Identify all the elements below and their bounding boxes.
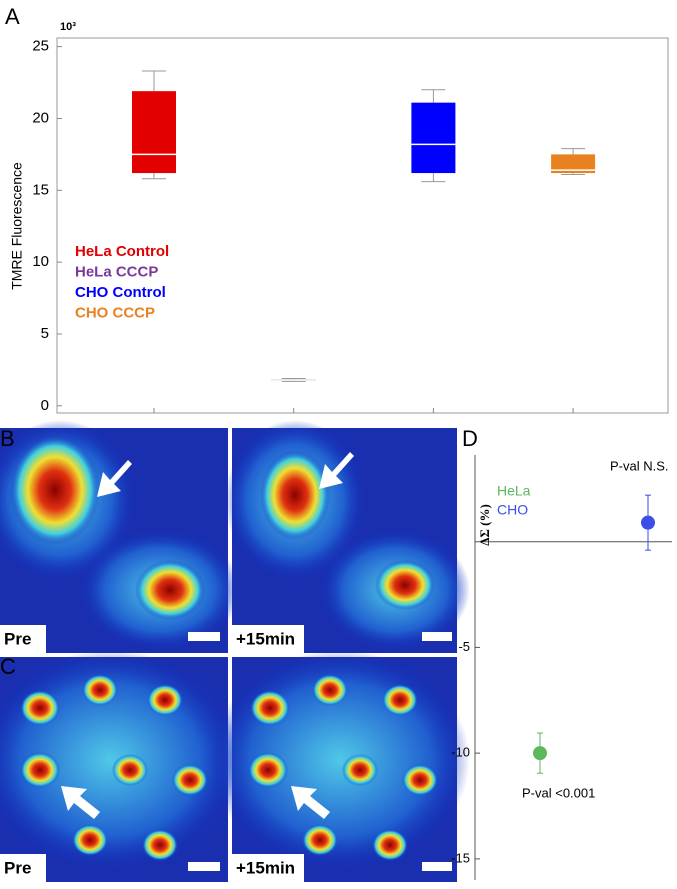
annotation: P-val N.S. xyxy=(610,458,669,473)
y-tick-label: 25 xyxy=(32,38,49,55)
legend-entry: HeLa Control xyxy=(75,243,169,260)
annotation: P-val <0.001 xyxy=(522,785,595,800)
image-b-post xyxy=(225,420,470,653)
legend-entry: HeLa xyxy=(497,483,531,499)
y-tick-label: 5 xyxy=(41,325,49,342)
box xyxy=(411,102,456,174)
legend-entry: HeLa CCCP xyxy=(75,263,158,280)
image-label: +15min xyxy=(236,629,295,648)
image-labels: Pre +15min Pre +15min xyxy=(0,625,304,882)
panel-label: C xyxy=(0,654,16,679)
image-label: +15min xyxy=(236,858,295,877)
y-tick-label: -10 xyxy=(451,745,470,760)
y-tick-label: -5 xyxy=(458,639,470,654)
legend-entry: CHO xyxy=(497,502,528,518)
legend-entry: CHO Control xyxy=(75,284,166,301)
scale-bars xyxy=(188,632,452,871)
y-tick-label: -15 xyxy=(451,850,470,865)
panel-label: A xyxy=(5,4,20,29)
point xyxy=(533,746,547,761)
point xyxy=(641,515,655,530)
image-b-pre xyxy=(0,420,240,653)
y-tick-label: 15 xyxy=(32,181,49,198)
y-tick-label: 20 xyxy=(32,109,49,126)
y-axis-label: TMRE Fluorescence xyxy=(9,162,25,290)
image-c-post xyxy=(210,650,470,882)
image-label: Pre xyxy=(4,858,31,877)
legend-entry: CHO CCCP xyxy=(75,304,155,321)
box xyxy=(551,154,596,174)
panel-label: D xyxy=(462,426,478,451)
panel-label: B xyxy=(0,426,15,451)
y-tick-label: 0 xyxy=(41,397,49,414)
y-axis-label: ΔΣ (%) xyxy=(477,504,492,546)
image-label: Pre xyxy=(4,629,31,648)
box xyxy=(132,91,176,174)
image-c-pre xyxy=(0,650,240,882)
plot-frame xyxy=(56,37,669,414)
y-tick-label: 10 xyxy=(32,253,49,270)
y-scale-label: 10³ xyxy=(60,21,76,33)
